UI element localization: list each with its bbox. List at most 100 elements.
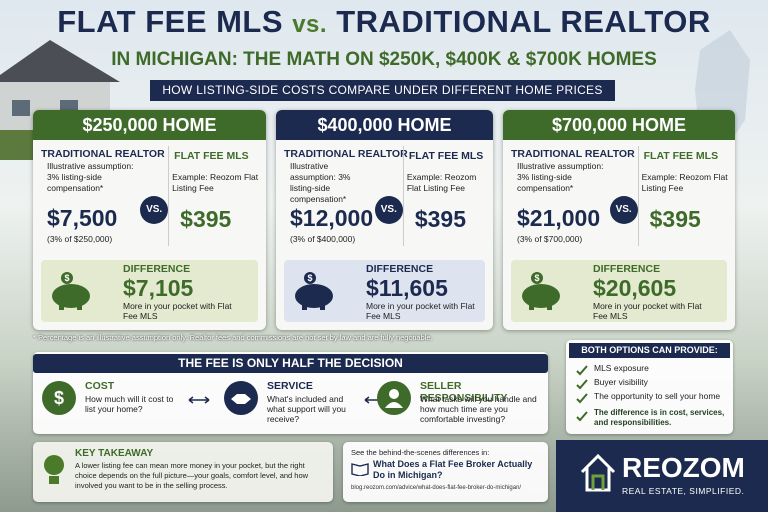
svg-text:$: $ xyxy=(307,273,312,283)
divider xyxy=(637,146,639,246)
title-left: FLAT FEE MLS xyxy=(57,4,284,39)
options-conclusion: The difference is in cost, services, and… xyxy=(594,408,725,427)
card-heading: $700,000 HOME xyxy=(503,110,735,140)
difference-note: More in your pocket with Flat Fee MLS xyxy=(593,301,702,321)
double-arrow xyxy=(364,396,386,404)
piggy-bank: $ xyxy=(290,270,340,315)
piggy-icon: $ xyxy=(522,272,560,310)
option-item: The opportunity to sell your home xyxy=(576,390,726,404)
difference-label: DIFFERENCE xyxy=(123,263,191,275)
option-item: Buyer visibility xyxy=(576,376,726,390)
traditional-calc: (3% of $700,000) xyxy=(517,234,583,244)
title-right: TRADITIONAL REALTOR xyxy=(336,4,711,39)
check xyxy=(576,365,588,376)
piggy-icon: $ xyxy=(295,272,333,310)
takeaway-title: KEY TAKEAWAY xyxy=(75,448,154,459)
traditional-note: Illustrative assumption: 3% listing-side… xyxy=(517,161,604,193)
decision-text: How much will it cost to list your home? xyxy=(85,394,174,414)
check xyxy=(576,393,588,404)
link-intro: See the behind-the-scenes differences in… xyxy=(351,448,490,457)
title-vs: vs. xyxy=(292,11,328,38)
difference-box: $ DIFFERENCE $11,605 More in your pocket wi… xyxy=(284,260,485,322)
option-text: Buyer visibility xyxy=(594,377,648,387)
decision-label: SERVICE xyxy=(267,380,313,392)
option-text: MLS exposure xyxy=(594,363,649,373)
vs-badge: VS. xyxy=(609,196,638,224)
link-panel: See the behind-the-scenes differences in… xyxy=(343,442,548,502)
link-url[interactable]: blog.reozom.com/advice/what-does-flat-fe… xyxy=(351,485,522,491)
divider xyxy=(402,146,404,246)
lightbulb-icon xyxy=(44,455,64,484)
svg-text:$: $ xyxy=(54,388,64,408)
options-title: BOTH OPTIONS CAN PROVIDE: xyxy=(569,343,730,358)
check-icon xyxy=(576,409,588,427)
banner: HOW LISTING-SIDE COSTS COMPARE UNDER DIF… xyxy=(150,80,615,101)
check xyxy=(576,379,588,390)
subtitle: IN MICHIGAN: THE MATH ON $250K, $400K & … xyxy=(111,49,657,70)
decision-text: What's included and what support will yo… xyxy=(267,394,346,424)
traditional-cost: $12,000 xyxy=(290,205,374,231)
title: FLAT FEE MLS vs. TRADITIONAL REALTOR xyxy=(0,4,768,40)
difference-value: $7,105 xyxy=(123,275,194,301)
traditional-note: Illustrative assumption: 3% listing-side… xyxy=(290,161,351,204)
card-heading: $400,000 HOME xyxy=(276,110,493,140)
traditional-calc: (3% of $400,000) xyxy=(290,234,356,244)
piggy-bank: $ xyxy=(517,270,567,315)
difference-note: More in your pocket with Flat Fee MLS xyxy=(123,301,232,321)
difference-value: $20,605 xyxy=(593,275,677,301)
brand-logo xyxy=(580,453,616,492)
difference-label: DIFFERENCE xyxy=(593,263,661,275)
piggy-icon: $ xyxy=(52,272,90,310)
flat-label: FLAT FEE MLS xyxy=(174,150,249,162)
brand-name: REOZOM xyxy=(622,452,745,483)
double-arrow xyxy=(188,396,210,404)
takeaway-panel: KEY TAKEAWAY A lower listing fee can mea… xyxy=(33,442,333,502)
vs-badge: VS. xyxy=(374,196,403,224)
decision-text: What tasks will you handle and how much … xyxy=(420,394,537,424)
decision-title: THE FEE IS ONLY HALF THE DECISION xyxy=(33,354,548,373)
flat-cost: $395 xyxy=(180,206,232,232)
check-icon xyxy=(576,377,588,395)
arrow xyxy=(187,392,211,410)
price-card: $700,000 HOME TRADITIONAL REALTOR Illustra… xyxy=(503,110,735,330)
option-text: The opportunity to sell your home xyxy=(594,391,721,401)
circle-icon xyxy=(224,381,258,415)
circle-icon xyxy=(377,381,411,415)
flat-cost: $395 xyxy=(414,206,466,232)
price-card: $250,000 HOME TRADITIONAL REALTOR Illustra… xyxy=(33,110,266,330)
difference-label: DIFFERENCE xyxy=(366,263,434,275)
decision-label: COST xyxy=(85,380,115,392)
option-item: MLS exposure xyxy=(576,362,726,376)
check-icon xyxy=(576,363,588,381)
options-panel: BOTH OPTIONS CAN PROVIDE: MLS exposure Bu… xyxy=(566,340,733,434)
decision-icon: $ xyxy=(41,380,77,421)
traditional-cost: $7,500 xyxy=(47,205,118,231)
price-card: $400,000 HOME TRADITIONAL REALTOR Illustra… xyxy=(276,110,493,330)
flat-note: Example: Reozom Flat Listing Fee xyxy=(406,172,477,193)
takeaway-text: A lower listing fee can mean more money … xyxy=(75,461,309,490)
book-icon xyxy=(351,463,369,476)
traditional-label: TRADITIONAL REALTOR xyxy=(511,148,635,160)
difference-value: $11,605 xyxy=(366,275,448,301)
footnote: * Percentage is an illustrative assumpti… xyxy=(33,333,433,342)
decision-icon xyxy=(376,380,412,421)
card-heading: $250,000 HOME xyxy=(33,110,266,140)
check xyxy=(576,411,588,422)
flat-cost: $395 xyxy=(649,206,701,232)
divider xyxy=(168,146,170,246)
traditional-note: Illustrative assumption: 3% listing-side… xyxy=(47,161,134,193)
brand-block: REOZOM REAL ESTATE, SIMPLIFIED. xyxy=(556,440,768,512)
vs-badge: VS. xyxy=(140,196,169,224)
decision-label: SELLER RESPONSIBILITY xyxy=(420,380,508,404)
flat-label: FLAT FEE MLS xyxy=(408,150,484,162)
flat-note: Example: Reozom Flat Listing Fee xyxy=(172,172,259,193)
flat-label: FLAT FEE MLS xyxy=(643,150,719,162)
decision-panel: THE FEE IS ONLY HALF THE DECISION $ COST H… xyxy=(33,352,548,434)
traditional-label: TRADITIONAL REALTOR xyxy=(41,148,165,160)
piggy-bank: $ xyxy=(47,270,97,315)
link-title[interactable]: What Does a Flat Fee Broker Actually Do … xyxy=(373,459,533,480)
difference-box: $ DIFFERENCE $20,605 More in your pocket wi… xyxy=(511,260,727,322)
